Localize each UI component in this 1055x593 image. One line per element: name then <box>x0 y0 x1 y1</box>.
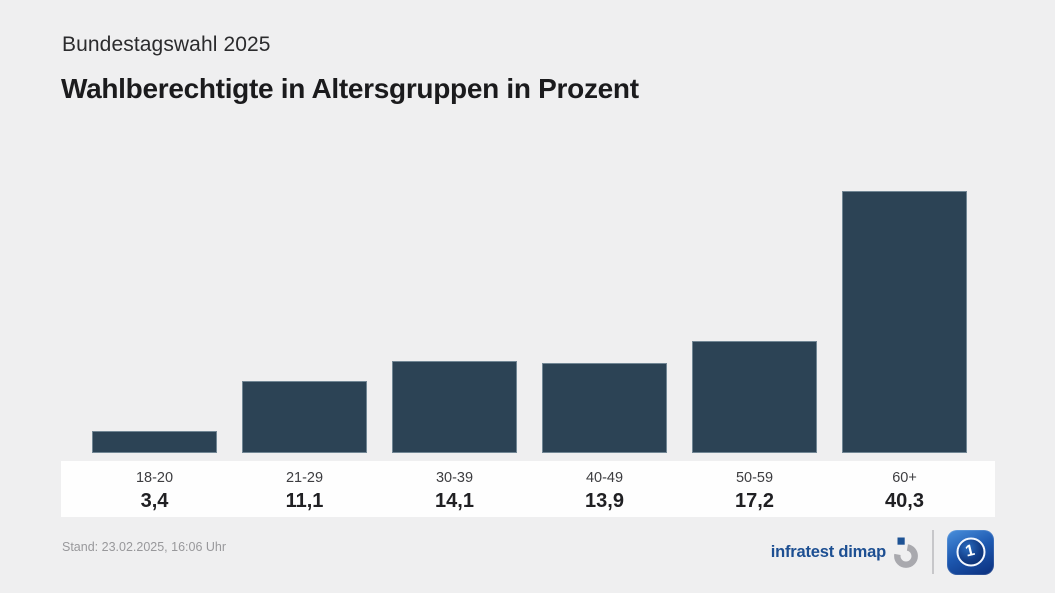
category-label: 60+ <box>892 469 917 486</box>
bar-30-39 <box>392 361 517 453</box>
ard-one-glyph: 1 <box>963 541 977 560</box>
bar-21-29 <box>242 381 367 453</box>
category-label: 21-29 <box>285 469 324 486</box>
label-cell-40-49: 40-49 13,9 <box>542 461 667 517</box>
bar-18-20 <box>92 431 217 453</box>
category-label: 18-20 <box>135 469 174 486</box>
infratest-dimap-label: infratest dimap <box>770 542 886 561</box>
footer-divider <box>932 530 934 574</box>
chart-title: Wahlberechtigte in Altersgruppen in Proz… <box>61 73 639 104</box>
label-strip <box>61 461 995 517</box>
bar-60+ <box>842 191 967 453</box>
category-label: 40-49 <box>585 469 624 486</box>
value-label: 11,1 <box>285 489 324 512</box>
value-label: 14,1 <box>435 489 474 512</box>
timestamp-text: Stand: 23.02.2025, 16:06 Uhr <box>62 540 227 554</box>
value-label: 17,2 <box>735 489 774 512</box>
ard-logo-icon: 1 <box>947 529 994 575</box>
bar-50-59 <box>692 341 817 453</box>
ard-globe-icon: 1 <box>956 537 985 567</box>
category-label: 50-59 <box>735 469 774 486</box>
label-cell-60+: 60+ 40,3 <box>842 461 967 517</box>
value-label: 40,3 <box>885 489 924 512</box>
chart-kicker: Bundestagswahl 2025 <box>62 33 271 56</box>
footer-branding: infratest dimap 1 <box>771 528 994 576</box>
value-label: 3,4 <box>140 489 169 512</box>
infratest-dimap-logo-icon <box>894 537 918 568</box>
category-label: 30-39 <box>435 469 474 486</box>
label-cell-50-59: 50-59 17,2 <box>692 461 817 517</box>
label-cell-30-39: 30-39 14,1 <box>392 461 517 517</box>
label-cell-21-29: 21-29 11,1 <box>242 461 367 517</box>
value-label: 13,9 <box>585 489 624 512</box>
label-cell-18-20: 18-20 3,4 <box>92 461 217 517</box>
bar-40-49 <box>542 363 667 453</box>
